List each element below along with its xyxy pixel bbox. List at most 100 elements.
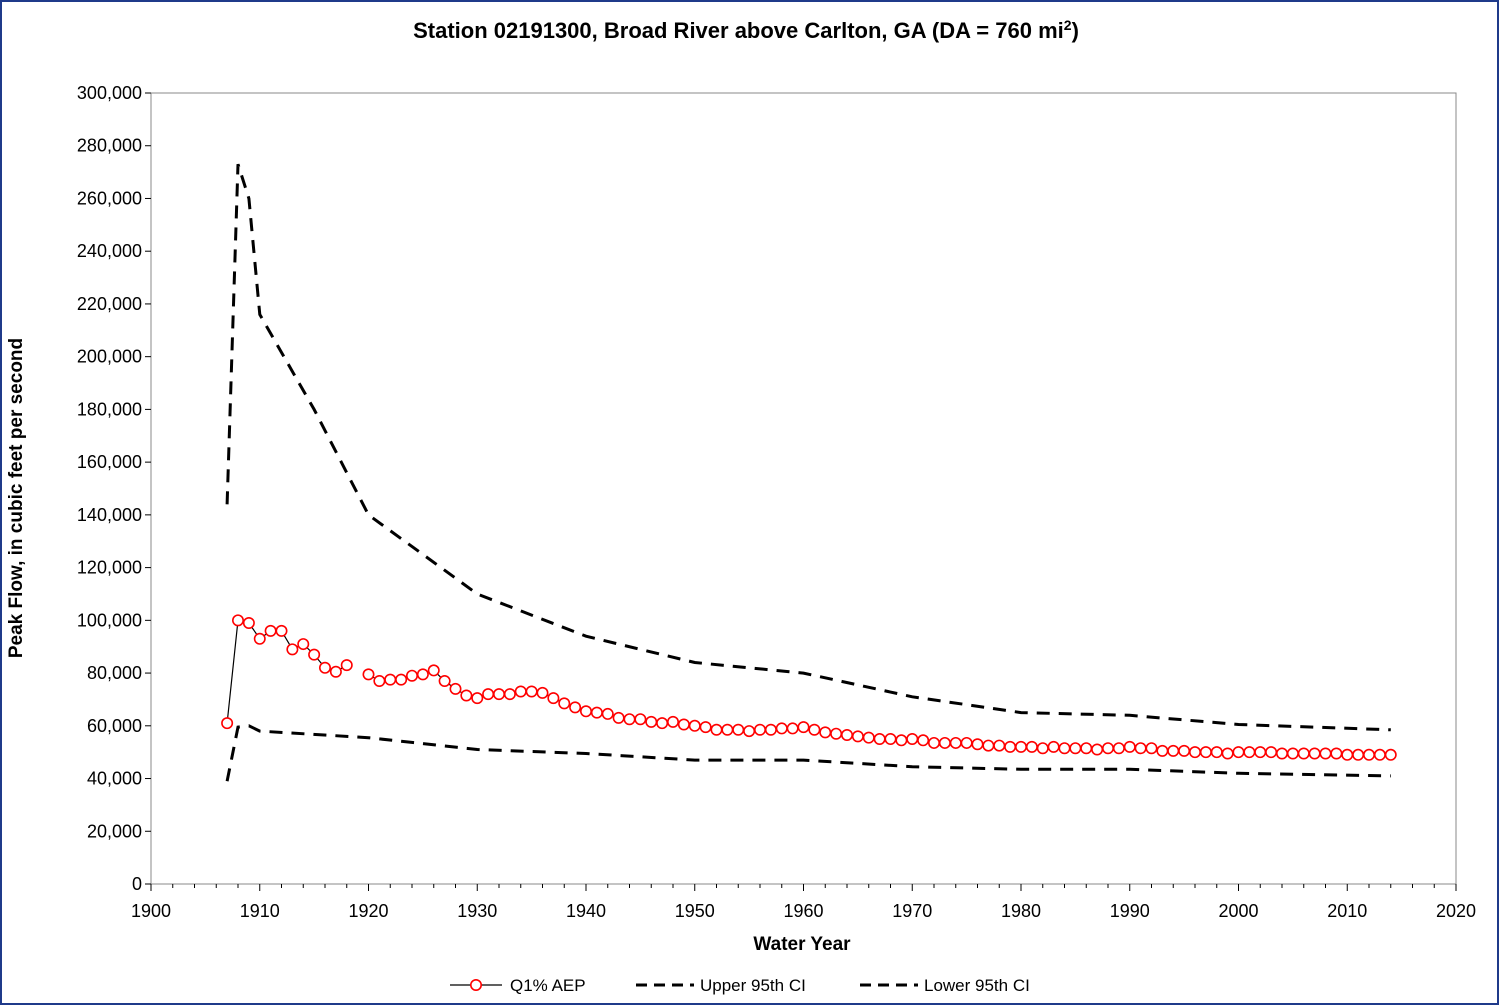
- y-tick-label: 140,000: [77, 505, 142, 525]
- data-point-q1-aep: [656, 717, 669, 730]
- x-tick-label: 1990: [1110, 901, 1150, 921]
- data-point-q1-aep: [264, 624, 277, 637]
- x-tick-label: 2000: [1218, 901, 1258, 921]
- y-tick-label: 160,000: [77, 452, 142, 472]
- y-tick-label: 0: [132, 874, 142, 894]
- data-point-q1-aep: [677, 718, 690, 731]
- data-point-q1-aep: [1363, 748, 1376, 761]
- data-point-q1-aep: [960, 736, 973, 749]
- data-point-q1-aep: [1123, 740, 1136, 753]
- y-tick-label: 20,000: [87, 821, 142, 841]
- data-point-q1-aep: [1058, 742, 1071, 755]
- data-point-q1-aep: [1330, 747, 1343, 760]
- data-point-q1-aep: [329, 665, 342, 678]
- data-point-q1-aep: [1286, 747, 1299, 760]
- data-point-q1-aep: [405, 669, 418, 682]
- data-point-q1-aep: [438, 674, 451, 687]
- data-point-q1-aep: [395, 673, 408, 686]
- x-tick-label: 1910: [240, 901, 280, 921]
- data-point-q1-aep: [590, 706, 603, 719]
- chart-title: Station 02191300, Broad River above Carl…: [413, 17, 1079, 43]
- data-point-q1-aep: [1145, 742, 1158, 755]
- y-tick-label: 200,000: [77, 347, 142, 367]
- series-line-lower-95th-ci: [225, 724, 1391, 782]
- y-tick-label: 80,000: [87, 663, 142, 683]
- data-point-q1-aep: [1112, 742, 1125, 755]
- data-point-q1-aep: [830, 727, 843, 740]
- data-point-q1-aep: [1091, 743, 1104, 756]
- data-point-q1-aep: [601, 707, 614, 720]
- data-point-q1-aep: [1254, 746, 1267, 759]
- data-point-q1-aep: [819, 726, 832, 739]
- data-point-q1-aep: [1265, 746, 1278, 759]
- y-tick-label: 100,000: [77, 610, 142, 630]
- data-point-q1-aep: [579, 705, 592, 718]
- data-point-q1-aep: [449, 682, 462, 695]
- x-tick-label: 1900: [131, 901, 171, 921]
- data-point-q1-aep: [1276, 747, 1289, 760]
- data-point-q1-aep: [482, 688, 495, 701]
- data-point-q1-aep: [1047, 740, 1060, 753]
- data-point-q1-aep: [1352, 748, 1365, 761]
- data-point-q1-aep: [286, 643, 299, 656]
- x-tick-label: 1920: [348, 901, 388, 921]
- data-point-q1-aep: [547, 692, 560, 705]
- data-point-q1-aep: [1025, 740, 1038, 753]
- data-point-q1-aep: [1189, 746, 1202, 759]
- data-point-q1-aep: [1341, 748, 1354, 761]
- data-point-q1-aep: [242, 616, 255, 629]
- x-tick-label: 1950: [675, 901, 715, 921]
- data-point-q1-aep: [1232, 746, 1245, 759]
- data-point-q1-aep: [851, 730, 864, 743]
- y-tick-label: 60,000: [87, 716, 142, 736]
- data-point-q1-aep: [308, 648, 321, 661]
- data-point-q1-aep: [1210, 746, 1223, 759]
- series-layer: [221, 163, 1397, 782]
- data-point-q1-aep: [1178, 744, 1191, 757]
- y-tick-label: 240,000: [77, 241, 142, 261]
- x-tick-label: 2020: [1436, 901, 1476, 921]
- legend-label: Q1% AEP: [510, 976, 586, 995]
- data-point-q1-aep: [884, 732, 897, 745]
- data-point-q1-aep: [1134, 742, 1147, 755]
- data-point-q1-aep: [558, 697, 571, 710]
- data-point-q1-aep: [895, 734, 908, 747]
- data-point-q1-aep: [536, 686, 549, 699]
- plot-area: [150, 92, 1457, 885]
- data-point-q1-aep: [503, 688, 516, 701]
- data-point-q1-aep: [1014, 740, 1027, 753]
- y-tick-label: 260,000: [77, 188, 142, 208]
- data-point-q1-aep: [1004, 740, 1017, 753]
- data-point-q1-aep: [808, 723, 821, 736]
- series-line-upper-95th-ci: [225, 163, 1391, 732]
- data-point-q1-aep: [732, 723, 745, 736]
- legend-label: Upper 95th CI: [700, 976, 806, 995]
- x-tick-label: 2010: [1327, 901, 1367, 921]
- data-point-q1-aep: [1373, 748, 1386, 761]
- data-point-q1-aep: [384, 673, 397, 686]
- data-point-q1-aep: [797, 721, 810, 734]
- legend-label: Lower 95th CI: [924, 976, 1030, 995]
- data-point-q1-aep: [906, 732, 919, 745]
- data-point-q1-aep: [460, 689, 473, 702]
- data-point-q1-aep: [862, 731, 875, 744]
- y-tick-label: 40,000: [87, 769, 142, 789]
- data-point-q1-aep: [416, 668, 429, 681]
- data-point-q1-aep: [569, 701, 582, 714]
- data-point-q1-aep: [971, 738, 984, 751]
- y-axis-title: Peak Flow, in cubic feet per second: [6, 338, 27, 658]
- data-point-q1-aep: [699, 721, 712, 734]
- data-point-q1-aep: [1297, 747, 1310, 760]
- data-point-q1-aep: [1156, 744, 1169, 757]
- data-point-q1-aep: [688, 719, 701, 732]
- x-tick-label: 1960: [783, 901, 823, 921]
- y-tick-label: 120,000: [77, 558, 142, 578]
- data-point-q1-aep: [721, 723, 734, 736]
- data-point-q1-aep: [1199, 746, 1212, 759]
- data-point-q1-aep: [1036, 742, 1049, 755]
- data-point-q1-aep: [427, 664, 440, 677]
- data-point-q1-aep: [492, 688, 505, 701]
- x-axis: 1900 1910 1920 1930 1940 1950 1960 1970 1980 1990…: [131, 884, 1476, 921]
- data-point-q1-aep: [634, 713, 647, 726]
